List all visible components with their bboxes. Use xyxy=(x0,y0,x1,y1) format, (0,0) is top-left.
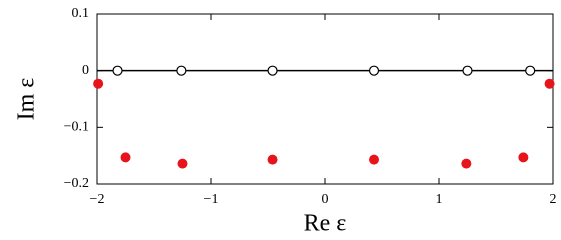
point xyxy=(267,65,278,76)
plot-frame xyxy=(96,13,554,185)
x-tick-label: 2 xyxy=(550,192,557,207)
point xyxy=(176,65,187,76)
point xyxy=(544,78,555,89)
x-tick-label: 1 xyxy=(436,192,443,207)
x-tick-label: −1 xyxy=(204,192,219,207)
point xyxy=(368,65,380,76)
point xyxy=(369,154,380,165)
y-tick-label: 0.1 xyxy=(72,6,90,21)
y-tick-label: 0 xyxy=(82,63,89,78)
point xyxy=(461,158,472,169)
y-tick-label: −0.2 xyxy=(64,176,89,191)
y-axis-label: Im ε xyxy=(14,78,40,121)
point xyxy=(267,154,278,165)
x-tick-label: 0 xyxy=(322,192,329,207)
x-tick-label: −2 xyxy=(90,192,105,207)
point xyxy=(120,152,131,163)
point xyxy=(462,65,473,76)
point xyxy=(112,65,123,76)
point xyxy=(518,152,529,163)
point xyxy=(177,158,188,169)
x-axis-label: Re ε xyxy=(304,211,347,237)
point xyxy=(525,65,536,76)
point xyxy=(93,78,104,89)
y-tick-label: −0.1 xyxy=(64,120,89,135)
